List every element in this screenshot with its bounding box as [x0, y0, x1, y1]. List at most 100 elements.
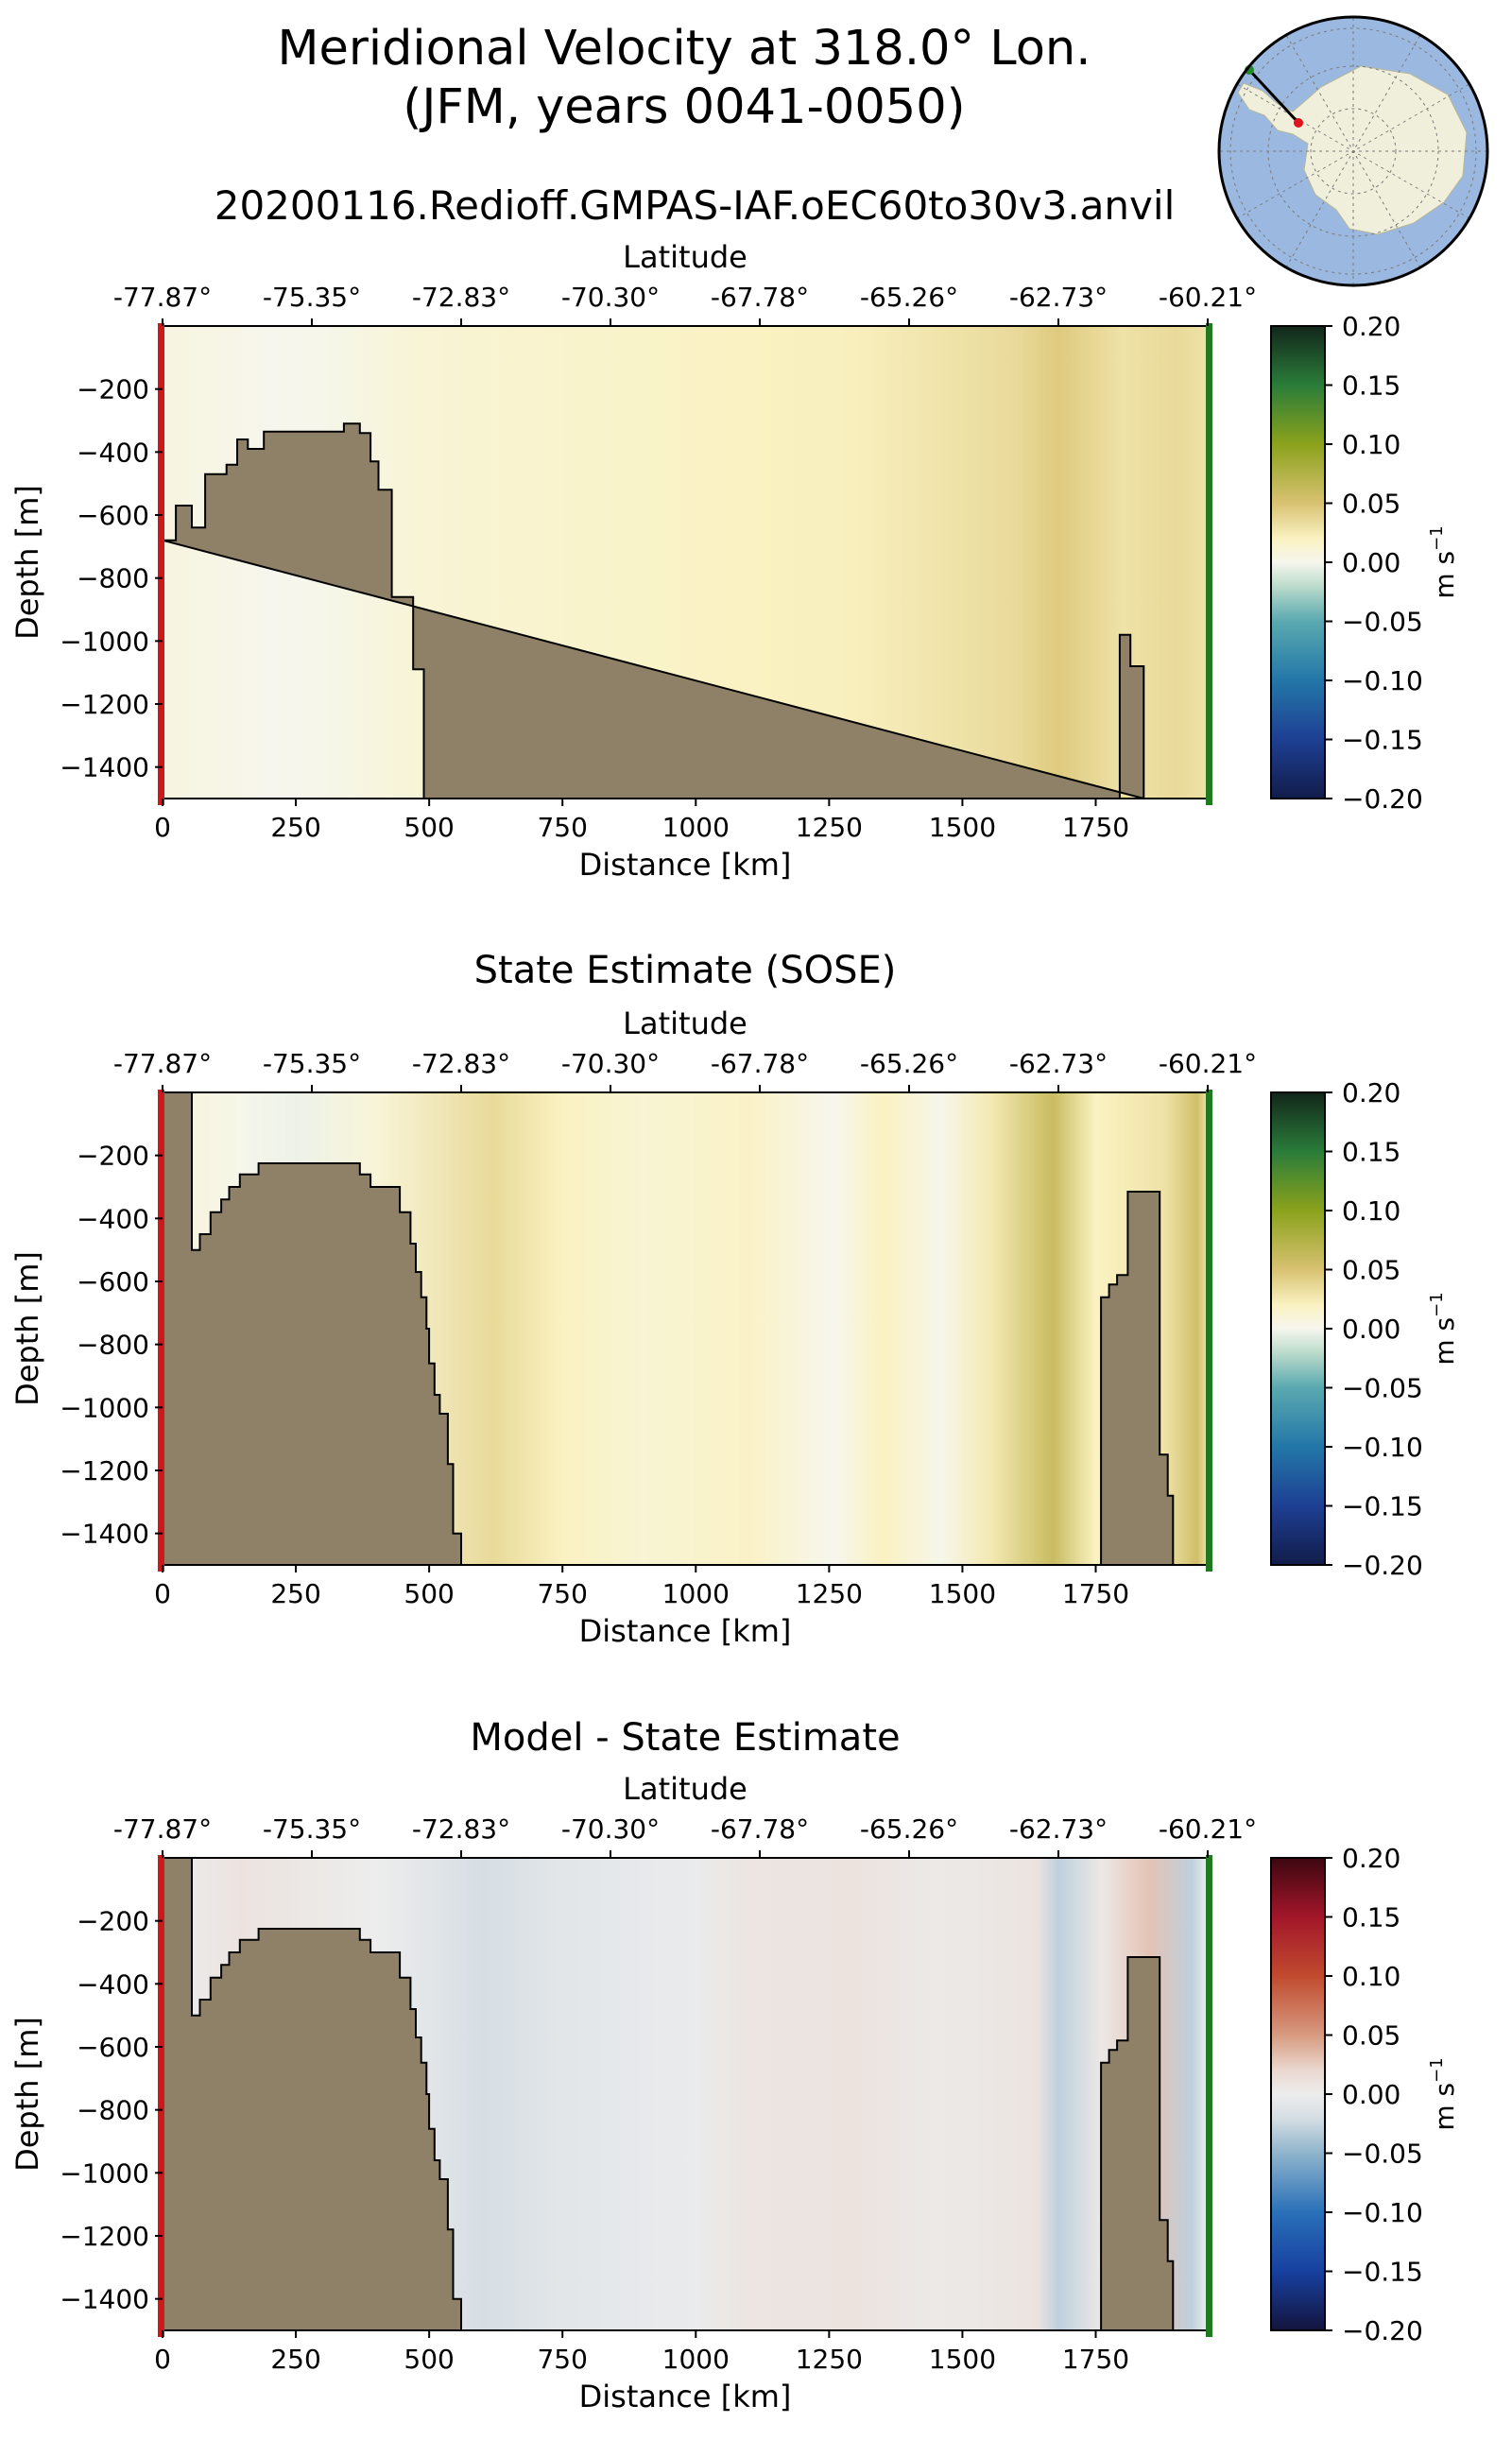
x-axis-label: Distance [km] — [579, 2379, 792, 2414]
latitude-tick-label: -60.21° — [1159, 1048, 1257, 1079]
top-axis-label: Latitude — [623, 239, 747, 275]
x-tick-label: 1000 — [662, 2344, 730, 2375]
colorbar-tick-label: 0.15 — [1342, 370, 1400, 402]
chart-panel-1: 0 250 500 750 1000 1250 1500 1750 Distance [km] -… — [9, 239, 1460, 883]
colorbar: 0.20 0.15 0.10 0.05 0.00 −0.05 −0.10 −0.15 −0.20… — [1270, 311, 1460, 815]
y-tick-label: −1200 — [60, 2221, 149, 2252]
latitude-tick-label: -75.35° — [263, 1048, 361, 1079]
latitude-tick-label: -62.73° — [1009, 1813, 1108, 1845]
y-tick-label: −200 — [77, 1906, 149, 1937]
colorbar-tick-label: −0.15 — [1342, 2257, 1423, 2288]
y-tick-label: −1000 — [60, 1392, 149, 1423]
panel-title: Model - State Estimate — [470, 1716, 900, 1760]
y-tick-label: −800 — [77, 1330, 149, 1361]
x-tick-label: 750 — [537, 2344, 587, 2375]
latitude-tick-label: -77.87° — [113, 282, 212, 313]
colorbar-tick-label: 0.15 — [1342, 1137, 1400, 1168]
top-axis-label: Latitude — [623, 1005, 747, 1041]
y-tick-label: −800 — [77, 563, 149, 594]
figure-title-line2: (JFM, years 0041-0050) — [403, 79, 965, 135]
colorbar-tick-label: 0.00 — [1342, 547, 1400, 578]
seafloor-bathymetry — [162, 1091, 1175, 1566]
colorbar: 0.20 0.15 0.10 0.05 0.00 −0.05 −0.10 −0.15 −0.20… — [1270, 1843, 1460, 2346]
x-tick-label: 1500 — [929, 1578, 996, 1609]
y-tick-label: −200 — [77, 1141, 149, 1172]
x-tick-label: 1250 — [796, 812, 863, 843]
colorbar-tick-label: 0.20 — [1342, 311, 1400, 342]
x-tick-label: 1000 — [662, 812, 730, 843]
colorbar-tick-label: −0.10 — [1342, 2197, 1423, 2228]
colorbar-tick-label: 0.10 — [1342, 1961, 1400, 1992]
section-end-edge-marker — [1206, 323, 1212, 805]
y-tick-label: −1400 — [60, 1519, 149, 1550]
colorbar-tick-label: −0.15 — [1342, 725, 1423, 756]
colorbar-tick-label: 0.00 — [1342, 1314, 1400, 1345]
colorbar-tick-label: −0.20 — [1342, 1550, 1423, 1581]
x-tick-label: 250 — [270, 1578, 320, 1609]
x-tick-label: 0 — [154, 1578, 171, 1609]
latitude-tick-label: -65.26° — [860, 1813, 958, 1845]
colorbar-tick-label: −0.05 — [1342, 2139, 1423, 2170]
colorbar-tick-label: 0.05 — [1342, 1255, 1400, 1286]
colorbar-tick-label: 0.15 — [1342, 1902, 1400, 1933]
run-name: 20200116.Redioff.GMPAS-IAF.oEC60to30v3.a… — [215, 182, 1176, 229]
latitude-tick-label: -67.78° — [711, 1048, 809, 1079]
colorbar-tick-label: 0.05 — [1342, 489, 1400, 520]
latitude-tick-label: -62.73° — [1009, 282, 1108, 313]
chart-panel-2: State Estimate (SOSE) 0 250 500 750 1000 1250 1… — [9, 949, 1460, 1649]
x-tick-label: 750 — [537, 1578, 587, 1609]
latitude-tick-label: -67.78° — [711, 282, 809, 313]
y-axis-label: Depth [m] — [9, 1251, 45, 1406]
colorbar-tick-label: 0.00 — [1342, 2079, 1400, 2110]
y-tick-label: −400 — [77, 437, 149, 468]
y-tick-label: −400 — [77, 1968, 149, 2000]
x-tick-label: 1750 — [1062, 2344, 1129, 2375]
colorbar-tick-label: −0.05 — [1342, 1373, 1423, 1404]
latitude-tick-label: -62.73° — [1009, 1048, 1108, 1079]
colorbar: 0.20 0.15 0.10 0.05 0.00 −0.05 −0.10 −0.15 −0.20… — [1270, 1077, 1460, 1581]
colorbar-tick-label: −0.20 — [1342, 783, 1423, 815]
colorbar-tick-label: 0.05 — [1342, 2020, 1400, 2052]
section-end-marker-icon — [1294, 118, 1303, 128]
latitude-tick-label: -70.30° — [561, 1813, 660, 1845]
y-tick-label: −1400 — [60, 752, 149, 783]
y-tick-label: −1000 — [60, 2157, 149, 2189]
x-tick-label: 1500 — [929, 2344, 996, 2375]
y-tick-label: −1400 — [60, 2284, 149, 2315]
y-axis-label: Depth [m] — [9, 485, 45, 640]
x-tick-label: 1750 — [1062, 1578, 1129, 1609]
antarctic-polar-map-icon — [1217, 15, 1489, 287]
latitude-tick-label: -60.21° — [1159, 282, 1257, 313]
colorbar-tick-label: −0.20 — [1342, 2315, 1423, 2346]
y-tick-label: −1000 — [60, 626, 149, 657]
chart-panel-3: Model - State Estimate 0 250 500 750 1000 1250… — [9, 1716, 1460, 2414]
y-tick-label: −600 — [77, 1266, 149, 1297]
x-tick-label: 750 — [537, 812, 587, 843]
latitude-tick-label: -77.87° — [113, 1813, 212, 1845]
x-tick-label: 0 — [154, 2344, 171, 2375]
x-tick-label: 500 — [404, 2344, 454, 2375]
colorbar-tick-label: 0.10 — [1342, 1195, 1400, 1227]
y-tick-label: −800 — [77, 2095, 149, 2126]
x-tick-label: 250 — [270, 2344, 320, 2375]
colorbar-tick-label: 0.10 — [1342, 429, 1400, 460]
x-tick-label: 1250 — [796, 2344, 863, 2375]
latitude-tick-label: -60.21° — [1159, 1813, 1257, 1845]
section-end-edge-marker — [1206, 1855, 1212, 2337]
latitude-tick-label: -67.78° — [711, 1813, 809, 1845]
latitude-tick-label: -65.26° — [860, 1048, 958, 1079]
seafloor-bathymetry — [162, 1857, 1175, 2331]
latitude-tick-label: -72.83° — [412, 282, 510, 313]
latitude-tick-label: -70.30° — [561, 282, 660, 313]
section-start-edge-marker — [158, 1855, 164, 2337]
x-tick-label: 500 — [404, 1578, 454, 1609]
colorbar-tick-label: −0.05 — [1342, 607, 1423, 638]
colorbar-label: m s−1 — [1427, 1292, 1460, 1365]
x-axis-label: Distance [km] — [579, 847, 792, 883]
section-start-edge-marker — [158, 323, 164, 805]
figure-title-line1: Meridional Velocity at 318.0° Lon. — [278, 21, 1091, 77]
y-tick-label: −1200 — [60, 1455, 149, 1486]
latitude-tick-label: -65.26° — [860, 282, 958, 313]
latitude-tick-label: -75.35° — [263, 1813, 361, 1845]
